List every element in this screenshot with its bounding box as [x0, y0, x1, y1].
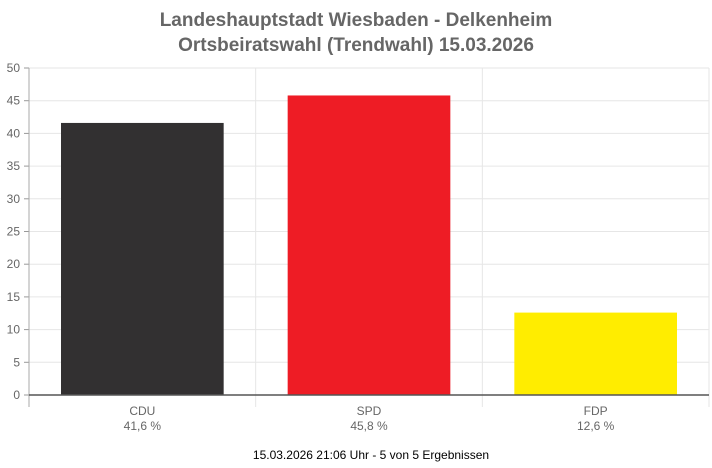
bar-spd: [287, 95, 451, 395]
y-tick-label: 35: [7, 159, 21, 173]
y-tick-label: 15: [7, 290, 21, 304]
x-tick-label: SPD: [357, 404, 382, 418]
y-tick-label: 20: [7, 257, 21, 271]
y-tick-label: 45: [7, 94, 21, 108]
bar-cdu: [61, 122, 224, 395]
x-tick-label: FDP: [584, 404, 608, 418]
y-tick-label: 40: [7, 126, 21, 140]
data-label: 45,8 %: [350, 419, 388, 433]
x-tick-label: CDU: [129, 404, 155, 418]
y-tick-label: 0: [13, 388, 20, 402]
y-tick-label: 10: [7, 323, 21, 337]
y-tick-label: 25: [7, 225, 21, 239]
y-tick-label: 50: [7, 61, 21, 75]
data-label: 41,6 %: [124, 419, 162, 433]
chart-subtitle: Ortsbeiratswahl (Trendwahl) 15.03.2026: [178, 35, 534, 56]
data-label: 12,6 %: [577, 419, 615, 433]
chart-footer: 15.03.2026 21:06 Uhr - 5 von 5 Ergebniss…: [252, 448, 490, 462]
bar-fdp: [514, 312, 677, 395]
chart-title: Landeshauptstadt Wiesbaden - Delkenheim: [159, 10, 553, 31]
y-tick-label: 5: [13, 355, 20, 369]
y-tick-label: 30: [7, 192, 21, 206]
